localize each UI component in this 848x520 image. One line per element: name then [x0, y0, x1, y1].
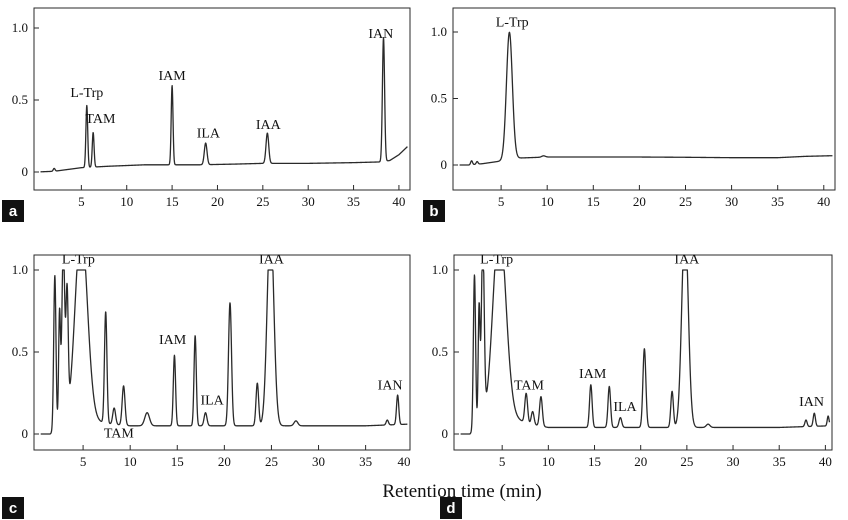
x-axis-title: Retention time (min)	[382, 481, 541, 502]
peak-label: L-Trp	[496, 16, 529, 31]
y-tick-label: 0.5	[12, 344, 28, 359]
peak-label: IAA	[256, 118, 282, 133]
peak-label: L-Trp	[62, 252, 95, 267]
chromatogram-trace	[40, 37, 408, 173]
peak-label: IAN	[368, 27, 393, 42]
plot-frame	[33, 7, 411, 191]
chromatogram-trace	[40, 269, 408, 435]
y-tick-label: 1.0	[12, 20, 28, 35]
x-tick-label: 25	[680, 454, 693, 469]
x-tick-label: 5	[499, 454, 506, 469]
panel-label-text: b	[429, 203, 438, 220]
y-tick-label: 1.0	[432, 262, 448, 277]
x-tick-label: 25	[256, 194, 269, 209]
peak-label: IAA	[674, 252, 700, 267]
x-tick-label: 15	[587, 194, 600, 209]
panel-label-a: a	[2, 200, 24, 222]
y-tick-label: 0.5	[432, 344, 448, 359]
panel-label-text: d	[446, 500, 455, 517]
peak-label: ILA	[200, 393, 224, 408]
panel-label-bg	[423, 200, 445, 222]
peak-label: IAN	[378, 379, 403, 394]
x-tick-label: 35	[359, 454, 372, 469]
peak-label: IAM	[579, 367, 607, 382]
x-tick-label: 35	[347, 194, 360, 209]
chromatogram-trace	[460, 269, 831, 435]
panel-label-bg	[440, 497, 462, 519]
panel-label-bg	[2, 200, 24, 222]
x-tick-label: 20	[211, 194, 224, 209]
panel-d: 0 0.5 1.0 5 10 15 20 25 30 35 40 L-Trp TAM IAM ILA IAA I…	[432, 252, 833, 519]
chromatogram-trace	[459, 31, 833, 166]
x-tick-label: 40	[392, 194, 405, 209]
x-tick-label: 40	[817, 194, 830, 209]
panel-label-b: b	[423, 200, 445, 222]
peak-label: TAM	[104, 426, 135, 441]
x-tick-label: 5	[78, 194, 85, 209]
y-tick-label: 0.5	[12, 92, 28, 107]
y-tick-label: 0.5	[431, 91, 447, 106]
x-tick-label: 30	[302, 194, 315, 209]
peak-label: ILA	[613, 400, 637, 415]
panel-b: 0 0.5 1.0 5 10 15 20 25 30 35 40 L-Trp b	[423, 7, 836, 222]
peak-label: IAM	[158, 69, 186, 84]
x-tick-label: 20	[218, 454, 231, 469]
x-tick-label: 30	[725, 194, 738, 209]
x-tick-label: 15	[588, 454, 601, 469]
x-tick-label: 25	[265, 454, 278, 469]
x-tick-label: 10	[542, 454, 555, 469]
x-tick-label: 10	[124, 454, 137, 469]
x-tick-label: 5	[80, 454, 87, 469]
panel-a: 0 0.5 1.0 5 10 15 20 25 30 35 40 L-Trp TAM IAM ILA IAA I…	[2, 7, 411, 222]
peak-label: L-Trp	[480, 252, 513, 267]
x-tick-label: 40	[398, 454, 411, 469]
x-tick-label: 35	[771, 194, 784, 209]
panel-label-text: c	[9, 500, 17, 517]
peak-label: TAM	[85, 112, 116, 127]
x-tick-label: 30	[727, 454, 740, 469]
peak-label: L-Trp	[70, 86, 103, 101]
panel-label-c: c	[2, 497, 24, 519]
panel-label-d: d	[440, 497, 462, 519]
y-tick-label: 1.0	[431, 24, 447, 39]
y-tick-label: 0	[441, 157, 448, 172]
y-tick-label: 0	[442, 426, 449, 441]
y-tick-label: 0	[22, 164, 29, 179]
x-tick-label: 20	[634, 454, 647, 469]
peak-label: IAA	[259, 252, 285, 267]
plot-frame	[453, 254, 833, 451]
x-tick-label: 40	[819, 454, 832, 469]
y-tick-label: 1.0	[12, 262, 28, 277]
x-tick-label: 25	[679, 194, 692, 209]
panel-label-text: a	[9, 203, 18, 220]
x-tick-label: 10	[541, 194, 554, 209]
x-tick-label: 30	[312, 454, 325, 469]
y-tick-label: 0	[22, 426, 29, 441]
x-tick-label: 20	[633, 194, 646, 209]
peak-label: IAM	[159, 333, 187, 348]
x-tick-label: 10	[120, 194, 133, 209]
x-tick-label: 35	[773, 454, 786, 469]
peak-label: ILA	[197, 126, 221, 141]
panel-label-bg	[2, 497, 24, 519]
panel-c: 0 0.5 1.0 5 10 15 20 25 30 35 40 L-Trp TAM IAM ILA IAA I…	[2, 252, 411, 519]
peak-label: TAM	[514, 379, 545, 394]
x-tick-label: 15	[166, 194, 179, 209]
peak-label: IAN	[799, 395, 824, 410]
x-tick-label: 5	[498, 194, 505, 209]
x-tick-label: 15	[171, 454, 184, 469]
